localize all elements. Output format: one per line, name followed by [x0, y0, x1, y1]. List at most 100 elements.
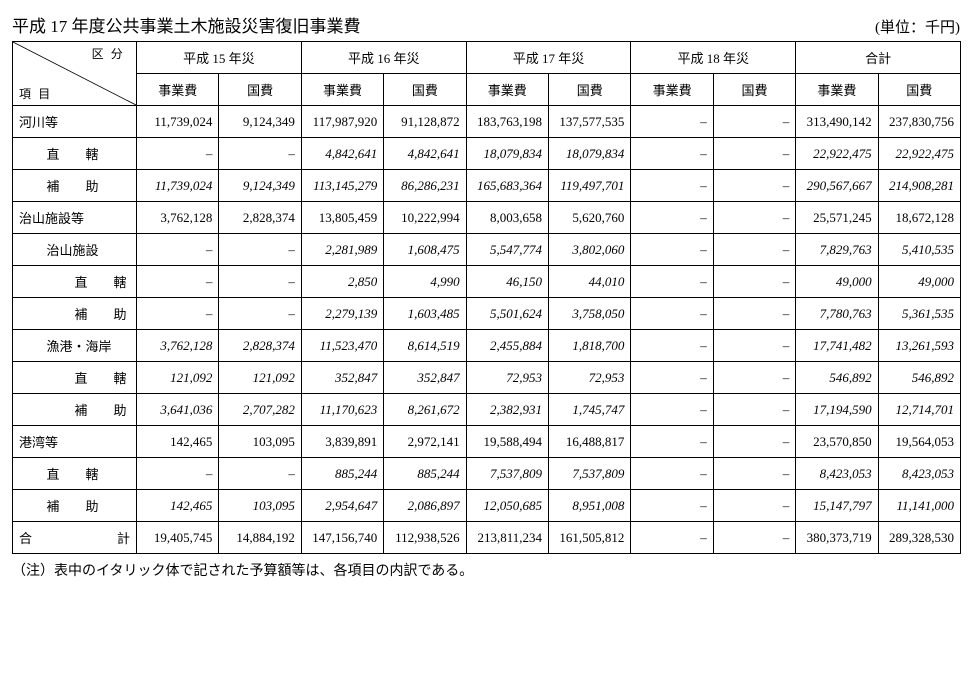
value-cell: 2,972,141 [384, 426, 466, 458]
value-cell: 11,739,024 [137, 170, 219, 202]
value-cell: 5,620,760 [549, 202, 631, 234]
value-cell: – [631, 330, 713, 362]
stub-indent [41, 298, 69, 330]
value-cell: – [219, 298, 301, 330]
stub-indent [13, 170, 41, 202]
value-cell: – [137, 266, 219, 298]
value-cell: 183,763,198 [466, 106, 548, 138]
value-cell: – [713, 490, 795, 522]
value-cell: 142,465 [137, 426, 219, 458]
sub-header: 事業費 [301, 74, 383, 106]
value-cell: 25,571,245 [796, 202, 878, 234]
value-cell: 11,739,024 [137, 106, 219, 138]
value-cell: 49,000 [796, 266, 878, 298]
sub-header: 国費 [549, 74, 631, 106]
value-cell: 7,829,763 [796, 234, 878, 266]
value-cell: – [713, 298, 795, 330]
value-cell: – [219, 138, 301, 170]
value-cell: 72,953 [466, 362, 548, 394]
value-cell: 11,141,000 [878, 490, 960, 522]
value-cell: – [713, 458, 795, 490]
value-cell: 18,079,834 [549, 138, 631, 170]
row-label: 補 助 [69, 298, 137, 330]
value-cell: – [713, 138, 795, 170]
value-cell: 72,953 [549, 362, 631, 394]
value-cell: 18,672,128 [878, 202, 960, 234]
row-label: 直 轄 [69, 266, 137, 298]
value-cell: 121,092 [137, 362, 219, 394]
year-header: 平成 17 年災 [466, 42, 631, 74]
row-label: 直 轄 [41, 458, 137, 490]
stub-indent [41, 394, 69, 426]
value-cell: 4,842,641 [301, 138, 383, 170]
corner-header: 区分 項目 [13, 42, 137, 106]
value-cell: 13,805,459 [301, 202, 383, 234]
value-cell: 4,842,641 [384, 138, 466, 170]
value-cell: 3,758,050 [549, 298, 631, 330]
value-cell: 49,000 [878, 266, 960, 298]
value-cell: 11,170,623 [301, 394, 383, 426]
value-cell: – [631, 234, 713, 266]
value-cell: 5,410,535 [878, 234, 960, 266]
value-cell: 8,951,008 [549, 490, 631, 522]
value-cell: – [631, 106, 713, 138]
stub-indent [13, 394, 41, 426]
value-cell: – [631, 394, 713, 426]
table-row: 治山施設––2,281,9891,608,4755,547,7743,802,0… [13, 234, 961, 266]
value-cell: – [631, 202, 713, 234]
year-header: 平成 18 年災 [631, 42, 796, 74]
stub-indent [13, 362, 41, 394]
value-cell: – [219, 458, 301, 490]
year-header: 平成 16 年災 [301, 42, 466, 74]
value-cell: – [631, 522, 713, 554]
value-cell: – [713, 522, 795, 554]
value-cell: 290,567,667 [796, 170, 878, 202]
value-cell: 5,501,624 [466, 298, 548, 330]
value-cell: 2,707,282 [219, 394, 301, 426]
value-cell: – [137, 138, 219, 170]
row-label: 治山施設 [41, 234, 137, 266]
value-cell: 2,281,989 [301, 234, 383, 266]
sub-header: 事業費 [137, 74, 219, 106]
stub-indent [13, 234, 41, 266]
value-cell: 1,603,485 [384, 298, 466, 330]
row-label: 補 助 [41, 170, 137, 202]
value-cell: 237,830,756 [878, 106, 960, 138]
value-cell: 19,588,494 [466, 426, 548, 458]
sub-header: 国費 [878, 74, 960, 106]
value-cell: – [219, 234, 301, 266]
value-cell: – [631, 298, 713, 330]
value-cell: 7,537,809 [549, 458, 631, 490]
stub-indent [13, 330, 41, 362]
value-cell: 3,839,891 [301, 426, 383, 458]
table-row: 直 轄121,092121,092352,847352,84772,95372,… [13, 362, 961, 394]
value-cell: 289,328,530 [878, 522, 960, 554]
value-cell: 11,523,470 [301, 330, 383, 362]
value-cell: – [137, 298, 219, 330]
corner-koumoku: 項目 [19, 85, 57, 102]
value-cell: – [631, 490, 713, 522]
year-header: 平成 15 年災 [137, 42, 302, 74]
table-row: 治山施設等3,762,1282,828,37413,805,45910,222,… [13, 202, 961, 234]
value-cell: 2,850 [301, 266, 383, 298]
value-cell: 8,423,053 [796, 458, 878, 490]
value-cell: – [631, 362, 713, 394]
value-cell: – [713, 426, 795, 458]
row-label: 補 助 [41, 490, 137, 522]
value-cell: – [137, 458, 219, 490]
stub-indent [13, 298, 41, 330]
value-cell: 380,373,719 [796, 522, 878, 554]
value-cell: 7,780,763 [796, 298, 878, 330]
value-cell: – [713, 330, 795, 362]
value-cell: 46,150 [466, 266, 548, 298]
value-cell: 18,079,834 [466, 138, 548, 170]
value-cell: 16,488,817 [549, 426, 631, 458]
value-cell: 2,279,139 [301, 298, 383, 330]
value-cell: 8,423,053 [878, 458, 960, 490]
sub-header: 国費 [219, 74, 301, 106]
value-cell: – [713, 394, 795, 426]
value-cell: 2,828,374 [219, 202, 301, 234]
value-cell: 1,608,475 [384, 234, 466, 266]
row-label: 補 助 [69, 394, 137, 426]
row-label: 河川等 [13, 106, 137, 138]
